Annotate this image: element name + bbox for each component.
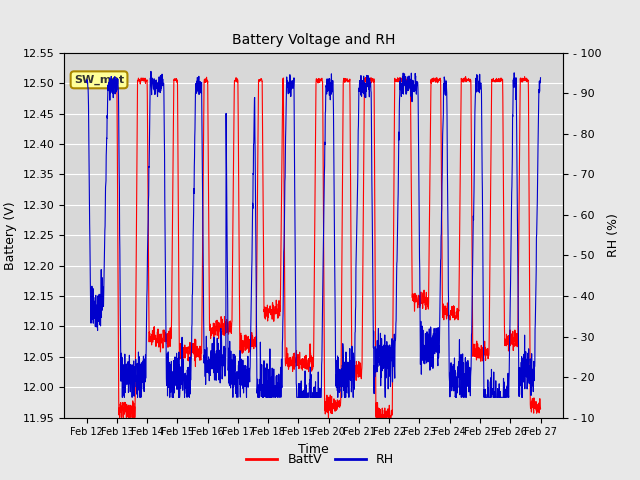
BattV <box>440 307 448 313</box>
RH <box>106 97 114 103</box>
X-axis label: Time: Time <box>298 443 329 456</box>
RH <box>147 69 155 74</box>
BattV <box>524 77 532 83</box>
BattV <box>83 78 90 84</box>
Line: BattV: BattV <box>86 76 541 418</box>
BattV <box>120 415 127 420</box>
Title: Battery Voltage and RH: Battery Voltage and RH <box>232 34 396 48</box>
BattV <box>292 359 300 364</box>
Y-axis label: Battery (V): Battery (V) <box>4 201 17 269</box>
Line: RH: RH <box>86 72 541 397</box>
BattV <box>524 78 531 84</box>
RH <box>304 391 312 396</box>
RH <box>118 395 126 400</box>
BattV <box>106 78 114 84</box>
BattV <box>537 406 545 412</box>
RH <box>83 78 90 84</box>
Legend: BattV, RH: BattV, RH <box>241 448 399 471</box>
RH <box>524 372 531 377</box>
BattV <box>304 365 312 371</box>
BattV <box>363 73 371 79</box>
RH <box>524 350 532 356</box>
Text: SW_met: SW_met <box>74 75 124 85</box>
RH <box>440 76 448 82</box>
RH <box>292 336 300 342</box>
RH <box>537 75 545 81</box>
Y-axis label: RH (%): RH (%) <box>607 213 620 257</box>
